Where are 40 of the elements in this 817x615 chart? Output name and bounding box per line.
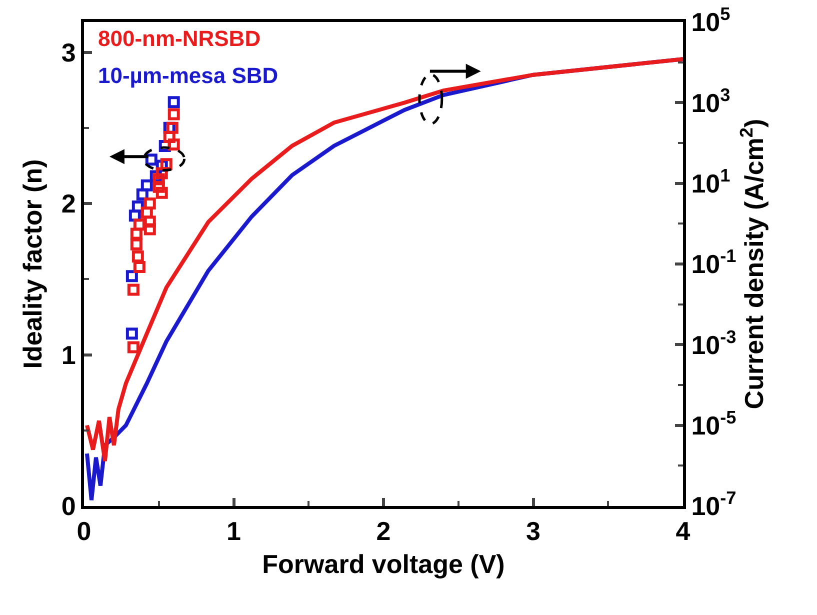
y-tick-label: 0 xyxy=(61,491,76,522)
y2-tick-label: 10$^{-1}$ xyxy=(691,246,736,280)
point xyxy=(168,138,180,151)
point xyxy=(166,122,178,134)
point xyxy=(127,284,140,296)
x-axis-title: Forward voltage (V) xyxy=(262,548,505,579)
point xyxy=(126,328,138,340)
y-tick-label: 3 xyxy=(61,37,76,68)
x-tick-label: 4 xyxy=(676,516,691,546)
point xyxy=(163,130,176,143)
point xyxy=(140,206,153,219)
point xyxy=(168,108,180,120)
y2-tick-label: 10$^{1}$ xyxy=(691,166,730,198)
point xyxy=(168,96,180,108)
y-tick-label: 2 xyxy=(61,188,76,219)
point xyxy=(156,167,168,180)
point xyxy=(133,218,146,231)
text: 10-µm-mesa SBD xyxy=(98,63,278,88)
x-tick-label: 1 xyxy=(226,516,241,546)
point xyxy=(130,228,142,240)
point xyxy=(140,179,153,192)
point xyxy=(152,173,165,186)
y2-tick-label: 10$^{5}$ xyxy=(691,4,730,38)
y2-tick-label: 10$^{3}$ xyxy=(691,84,730,118)
point xyxy=(156,186,168,199)
x-tick-label: 2 xyxy=(376,516,391,546)
y-axis-title: Ideality factor (n) xyxy=(18,159,48,369)
point xyxy=(127,341,140,354)
point xyxy=(133,261,146,274)
point xyxy=(144,198,156,210)
point xyxy=(132,250,144,262)
text: 800-nm-NRSBD xyxy=(98,26,261,51)
y-tick-label: 1 xyxy=(61,340,76,370)
y2-tick-label: 10$^{-7}$ xyxy=(691,488,736,522)
point xyxy=(152,180,165,193)
point xyxy=(130,238,142,250)
y2-tick-label: 10$^{-5}$ xyxy=(691,408,736,440)
x-tick-label: 3 xyxy=(526,516,540,546)
y2-tick-label: 10$^{-3}$ xyxy=(691,326,736,360)
point xyxy=(144,223,156,236)
